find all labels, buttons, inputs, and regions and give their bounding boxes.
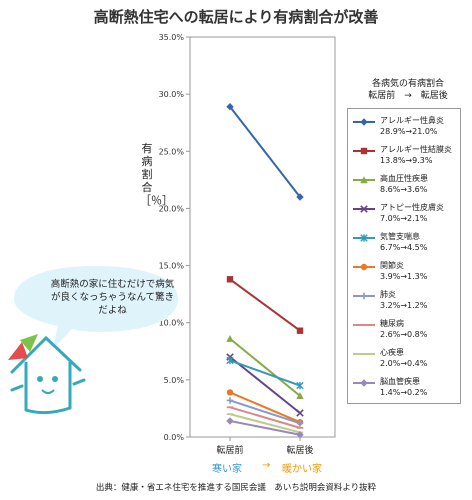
series-5: [226, 356, 304, 390]
legend-swatch: [353, 234, 375, 242]
series-line: [229, 406, 301, 429]
legend-series-name: 心疾患: [380, 348, 404, 357]
legend-swatch-marker: [360, 176, 368, 184]
series-line: [229, 337, 301, 397]
series-7: [226, 397, 304, 427]
x-tick-label: 転居前: [216, 444, 243, 456]
y-axis-label: 有病割合［％］: [140, 142, 173, 207]
series-8: [226, 406, 304, 429]
y-tick-label: 25.0%: [159, 147, 185, 156]
legend-swatch: [353, 176, 375, 184]
data-point: [296, 420, 304, 427]
legend-swatch: [353, 292, 375, 300]
legend-header-title: 各病気の有病割合: [371, 79, 444, 89]
data-point: [226, 335, 234, 342]
legend-swatch: [353, 379, 375, 387]
x-sublabel-warm-house: 暖かい家: [282, 464, 322, 475]
data-point: [296, 392, 304, 400]
data-point: [296, 193, 304, 201]
series-line: [229, 359, 301, 387]
y-tick-label: 20.0%: [159, 204, 185, 213]
chart-series: [226, 103, 304, 439]
data-point: [296, 381, 304, 390]
data-point: [226, 389, 234, 396]
legend-series-name: 糖尿病: [380, 319, 404, 328]
series-3: [226, 335, 304, 400]
legend-series-values: 28.9%→21.0%: [380, 127, 438, 136]
legend-swatch: [353, 353, 375, 355]
series-line: [229, 420, 301, 436]
data-point: [226, 397, 234, 404]
y-tick-label: 0.0%: [164, 433, 185, 442]
legend-series-name: アレルギー性結膜炎: [380, 145, 452, 154]
legend-swatch: [353, 263, 375, 271]
data-point: [226, 417, 234, 425]
house-mascot-illustration: [8, 266, 178, 415]
chart-legend: アレルギー性鼻炎 28.9%→21.0% アレルギー性結膜炎 13.8%→9.3% 高血…: [347, 108, 461, 404]
series-line: [229, 106, 301, 198]
speech-bubble-text: 高断熱の家に住むだけで病気が良くなっちゃうなんて驚きだよね: [50, 279, 175, 316]
y-tick-label: 35.0%: [159, 33, 185, 42]
data-point: [226, 356, 234, 365]
series-line: [229, 278, 301, 332]
chart-title: 高断熱住宅への転居により有病割合が改善: [93, 8, 379, 26]
x-tick-label: 転居後: [286, 444, 313, 456]
legend-series-name: 肺炎: [380, 290, 396, 299]
legend-series-name: 関節炎: [380, 261, 404, 270]
series-1: [226, 103, 304, 201]
series-line: [229, 391, 301, 424]
y-tick-label: 15.0%: [159, 262, 185, 271]
series-line: [229, 399, 301, 425]
series-line: [229, 413, 301, 434]
legend-swatch: [353, 147, 375, 155]
y-tick-label: 10.0%: [159, 319, 185, 328]
source-note: 出典：健康・省エネ住宅を推進する国民会議 あいち説明会資料より抜粋: [95, 483, 377, 493]
legend-series-name: アトピー性皮膚炎: [380, 203, 444, 212]
data-point: [296, 431, 304, 439]
legend-swatch-marker: [360, 292, 368, 300]
legend-swatch: [353, 205, 375, 213]
legend-series-name: 気管支喘息: [380, 232, 420, 241]
x-sublabel-cold-house: 寒い家: [212, 464, 242, 475]
legend-series-name: アレルギー性鼻炎: [380, 116, 444, 125]
legend-swatch-marker: [360, 205, 368, 213]
legend-series-values: 3.2%→1.2%: [380, 301, 428, 310]
legend-series-name: 脳血管疾患: [380, 377, 420, 386]
legend-series-values: 2.6%→0.8%: [380, 330, 428, 339]
legend-swatch-marker: [360, 263, 368, 271]
legend-header: 各病気の有病割合 転居前 → 転居後: [352, 78, 464, 102]
chart-axes: 0.0% 5.0% 10.0% 15.0% 20.0% 25.0% 30.0% 35.0% 転居…: [159, 33, 336, 456]
legend-swatch-marker: [360, 234, 368, 242]
y-tick-label: 30.0%: [159, 90, 185, 99]
legend-swatch-marker: [360, 379, 368, 387]
series-line: [229, 356, 301, 414]
legend-swatch: [353, 324, 375, 326]
legend-series-values: 8.6%→3.6%: [380, 185, 428, 194]
legend-header-arrow: 転居前 → 転居後: [368, 91, 448, 101]
x-sublabel-arrow: →: [262, 460, 271, 471]
plot-area-frame: [189, 36, 336, 438]
legend-swatch-marker: [360, 118, 368, 126]
data-point: [296, 409, 304, 417]
speech-bubble: [14, 266, 178, 350]
data-point: [226, 103, 234, 111]
series-2: [226, 276, 304, 334]
legend-swatch: [353, 118, 375, 126]
legend-series-values: 3.9%→1.3%: [380, 272, 428, 281]
legend-series-name: 高血圧性疾患: [380, 174, 428, 183]
legend-series-values: 2.0%→0.4%: [380, 359, 428, 368]
legend-series-values: 7.0%→2.1%: [380, 214, 428, 223]
legend-series-values: 13.8%→9.3%: [380, 156, 433, 165]
house-character-icon: [8, 334, 86, 415]
data-point: [226, 276, 234, 283]
legend-swatch-marker: [360, 147, 368, 155]
data-point: [296, 327, 304, 334]
legend-series-values: 1.4%→0.2%: [380, 388, 428, 397]
legend-series-values: 6.7%→4.5%: [380, 243, 428, 252]
series-10: [226, 417, 304, 439]
y-tick-label: 5.0%: [164, 376, 185, 385]
